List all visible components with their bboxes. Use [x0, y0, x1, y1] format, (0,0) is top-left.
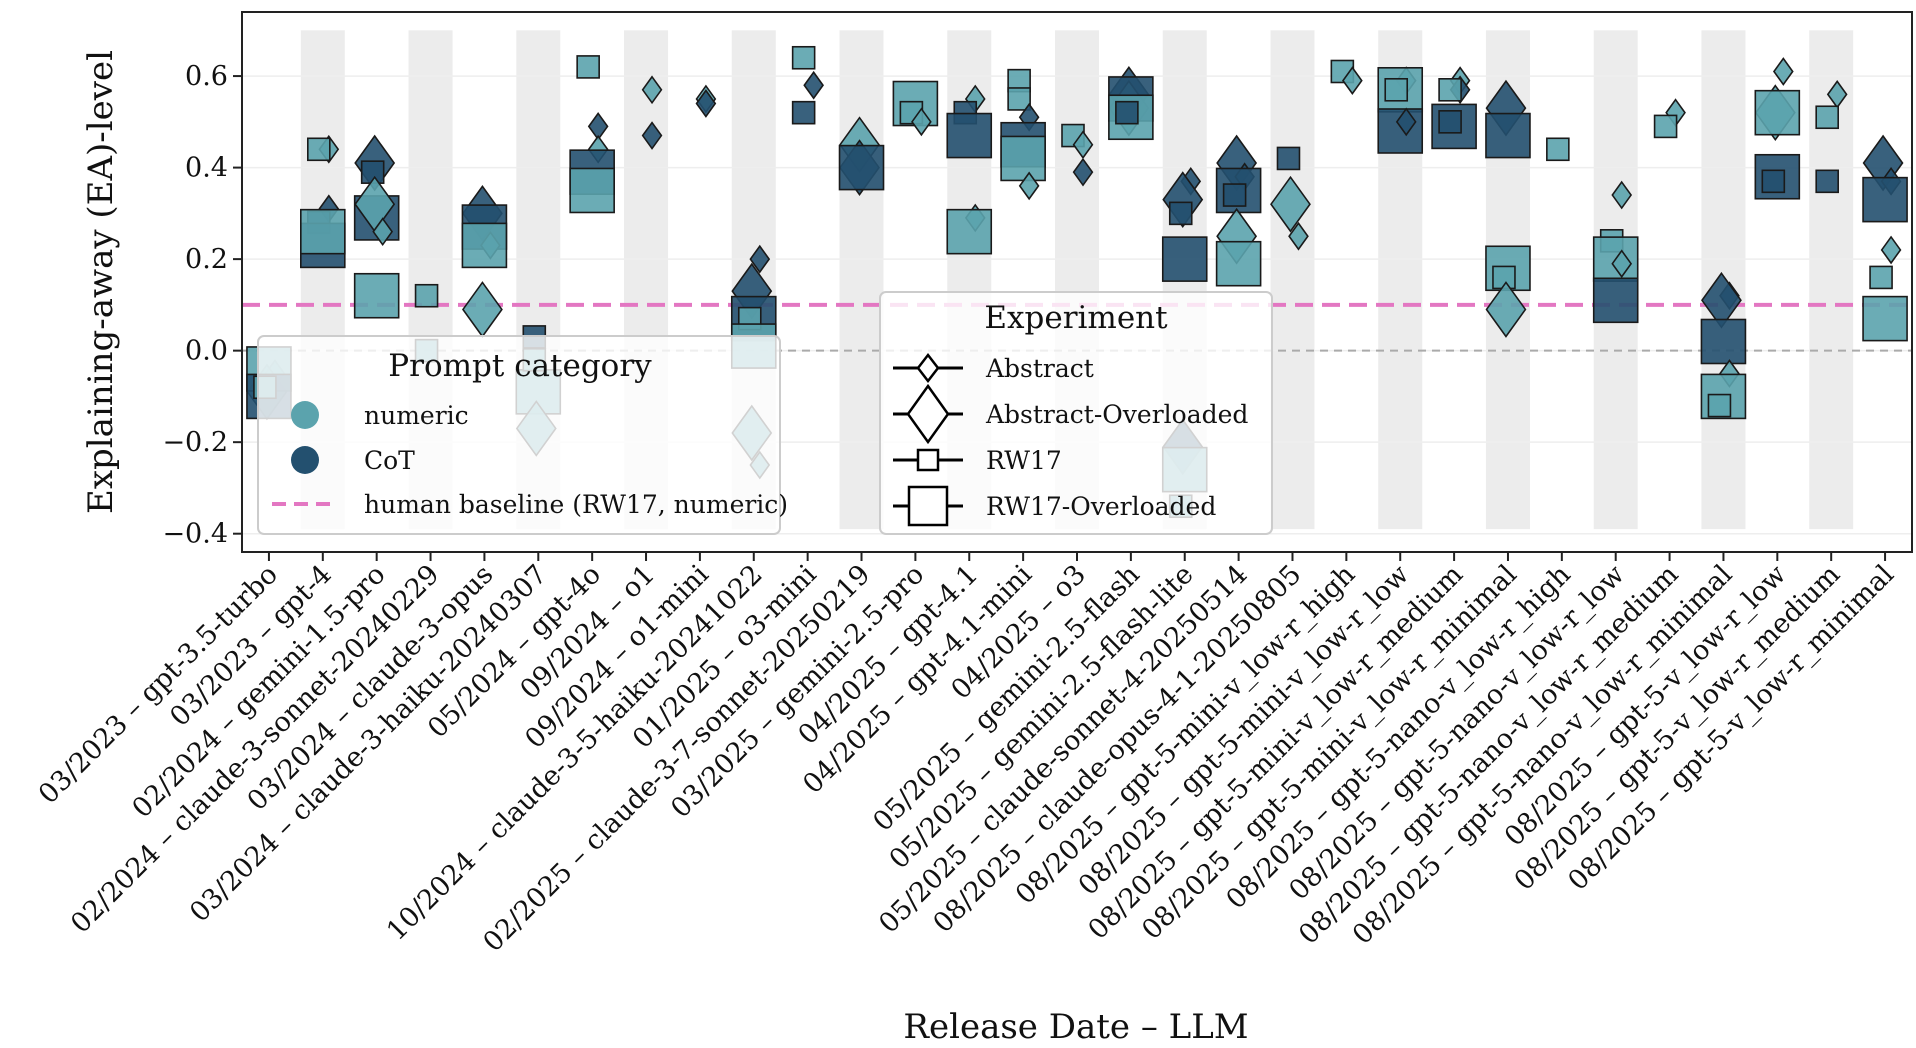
- data-point-square: [414, 283, 439, 308]
- data-point-square: [1168, 201, 1193, 226]
- data-point-square: [1754, 89, 1801, 136]
- x-tick-label: 02/2024 – claude-3-sonnet-20240229: [65, 559, 445, 939]
- legend-label-baseline: human baseline (RW17, numeric): [364, 490, 788, 519]
- data-point-square: [1000, 135, 1046, 182]
- legend-marker-abstract-overloaded: [906, 383, 950, 445]
- legend-label-numeric: numeric: [364, 401, 469, 430]
- legend-experiment-frame: [879, 291, 1273, 535]
- data-point-square: [1815, 169, 1839, 194]
- data-point-diamond: [1018, 171, 1040, 201]
- y-axis-label: Explaining-away (EA)-level: [81, 50, 121, 514]
- legend-marker-rw17: [916, 448, 940, 472]
- y-tick-label: 0.4: [185, 153, 228, 184]
- data-point-square: [300, 208, 346, 255]
- data-point-square: [1700, 318, 1747, 365]
- y-tick-label: −0.2: [162, 427, 228, 458]
- data-point-square: [1592, 277, 1639, 324]
- data-point-square: [946, 208, 993, 255]
- data-point-square: [1862, 295, 1908, 342]
- legend-prompt-frame: [257, 335, 781, 535]
- data-point-square: [307, 137, 331, 162]
- data-point-diamond: [1611, 249, 1633, 279]
- y-tick-label: −0.4: [162, 519, 228, 550]
- category-stripe: [1809, 30, 1854, 530]
- data-point-diamond: [749, 244, 771, 274]
- data-point-square: [1862, 176, 1908, 223]
- data-point-square: [1653, 114, 1678, 139]
- category-stripe: [839, 30, 884, 530]
- data-point-diamond: [1485, 281, 1527, 338]
- data-point-diamond: [372, 217, 394, 247]
- data-point-diamond: [1288, 221, 1309, 251]
- data-point-diamond: [803, 70, 824, 100]
- data-point-square: [1869, 265, 1893, 290]
- data-point-square: [1707, 393, 1732, 418]
- data-point-square: [576, 55, 600, 79]
- data-point-diamond: [1270, 175, 1311, 233]
- data-point-diamond: [1772, 57, 1794, 86]
- legend-label-rw17: RW17: [986, 446, 1062, 475]
- data-point-square: [1115, 100, 1139, 125]
- data-point-diamond: [1880, 235, 1902, 265]
- y-tick-label: 0.6: [185, 61, 228, 92]
- y-tick-label: 0.0: [185, 336, 228, 367]
- legend-marker-rw17-overloaded: [907, 485, 949, 527]
- legend-label-cot: CoT: [364, 446, 415, 475]
- category-stripe: [1270, 30, 1315, 530]
- data-point-square: [353, 272, 400, 319]
- data-point-diamond: [1342, 66, 1363, 96]
- data-point-square: [1384, 77, 1409, 102]
- data-point-square: [838, 144, 885, 191]
- data-point-square: [791, 45, 816, 70]
- data-point-diamond: [1072, 130, 1094, 160]
- legend-label-rw17-overloaded: RW17-Overloaded: [986, 492, 1216, 521]
- data-point-square: [1007, 87, 1031, 111]
- legend-prompt-title: Prompt category: [388, 348, 652, 384]
- x-axis-label: Release Date – LLM: [903, 1007, 1248, 1047]
- data-point-square: [1815, 105, 1839, 130]
- data-point-diamond: [1395, 107, 1417, 137]
- data-point-diamond: [641, 75, 663, 105]
- data-point-square: [569, 167, 615, 214]
- data-point-square: [1485, 112, 1531, 159]
- data-point-square: [1546, 137, 1570, 162]
- legend-prompt-category: Prompt category numeric CoT human baseli…: [257, 335, 788, 535]
- y-tick-label: 0.2: [185, 244, 228, 275]
- data-point-diamond: [911, 107, 932, 137]
- data-point-square: [791, 100, 816, 125]
- y-axis-ticks: −0.4 −0.2 0.0 0.2 0.4 0.6: [162, 61, 242, 550]
- data-point-square: [1377, 108, 1424, 154]
- data-point-diamond: [695, 89, 717, 118]
- data-point-square: [1161, 236, 1208, 282]
- data-point-square: [1438, 110, 1462, 134]
- legend-experiment: Experiment Abstract Abstract-Overloaded …: [879, 291, 1273, 535]
- data-point-diamond: [1072, 157, 1094, 187]
- legend-label-abstract: Abstract: [985, 354, 1094, 383]
- legend-label-abstract-overloaded: Abstract-Overloaded: [985, 400, 1248, 429]
- data-point-diamond: [1611, 180, 1633, 210]
- legend-experiment-title: Experiment: [984, 300, 1168, 336]
- data-point-diamond: [461, 281, 503, 338]
- data-point-square: [1215, 240, 1262, 287]
- legend-swatch-cot: [291, 446, 319, 474]
- data-point-square: [1222, 183, 1247, 207]
- data-point-square: [1761, 169, 1786, 194]
- data-point-square: [946, 112, 993, 159]
- data-point-square: [1438, 77, 1462, 102]
- data-point-square: [461, 222, 508, 269]
- legend-marker-abstract: [916, 352, 940, 384]
- legend-swatch-numeric: [291, 401, 319, 429]
- data-point-diamond: [641, 121, 663, 150]
- data-point-square: [1276, 146, 1301, 171]
